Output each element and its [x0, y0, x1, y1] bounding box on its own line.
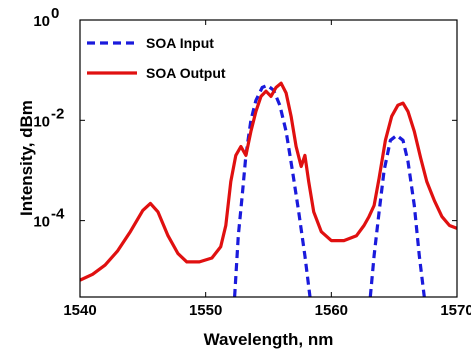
x-tick-label: 1540 — [63, 302, 96, 319]
series-layer — [80, 81, 457, 297]
x-tick-label: 1550 — [189, 302, 222, 319]
y-tick-exponent: -2 — [51, 105, 64, 122]
y-tick-label: 10 — [33, 113, 50, 130]
plot-area — [80, 20, 457, 297]
y-tick-label: 10 — [33, 13, 50, 30]
series-line-1 — [368, 133, 426, 297]
x-tick-label: 1560 — [315, 302, 348, 319]
legend-label-0: SOA Input — [146, 35, 214, 51]
y-tick-exponent: -4 — [51, 206, 65, 223]
legend: SOA Input SOA Output — [87, 35, 226, 81]
y-tick-label: 10 — [33, 214, 50, 231]
x-tick-label: 1570 — [440, 302, 471, 319]
y-axis-title: Intensity, dBm — [17, 100, 36, 216]
x-axis-title: Wavelength, nm — [204, 330, 334, 349]
legend-label-1: SOA Output — [146, 65, 226, 81]
plot-frame — [79, 19, 458, 298]
series-line-2 — [80, 81, 457, 282]
y-tick-exponent: 0 — [51, 5, 59, 22]
